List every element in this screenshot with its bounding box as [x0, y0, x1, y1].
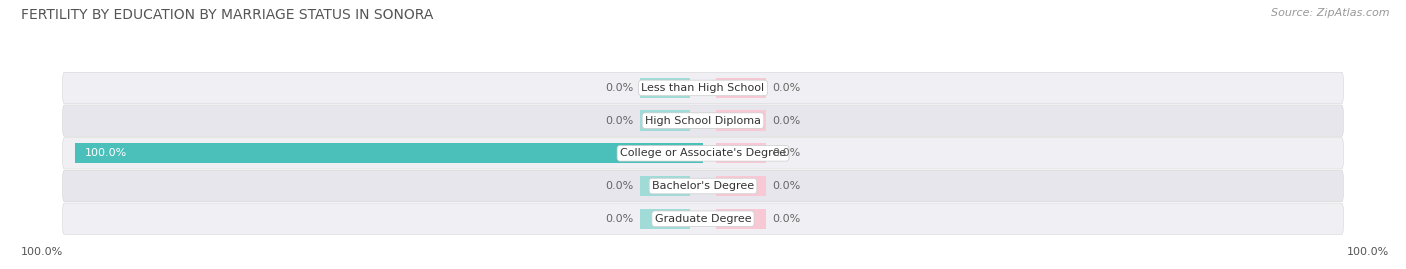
Text: Graduate Degree: Graduate Degree [655, 214, 751, 224]
Text: Source: ZipAtlas.com: Source: ZipAtlas.com [1271, 8, 1389, 18]
Text: 0.0%: 0.0% [606, 83, 634, 93]
Text: 0.0%: 0.0% [772, 148, 800, 158]
FancyBboxPatch shape [62, 138, 1344, 169]
Text: 100.0%: 100.0% [21, 247, 63, 257]
Text: 0.0%: 0.0% [606, 181, 634, 191]
Bar [716, 111, 766, 131]
Bar [716, 208, 766, 229]
FancyBboxPatch shape [62, 203, 1344, 234]
Bar [716, 78, 766, 98]
Text: Less than High School: Less than High School [641, 83, 765, 93]
Bar [640, 176, 690, 196]
Bar [640, 78, 690, 98]
FancyBboxPatch shape [62, 72, 1344, 104]
Text: 0.0%: 0.0% [772, 116, 800, 126]
Text: 0.0%: 0.0% [772, 214, 800, 224]
Text: 0.0%: 0.0% [772, 83, 800, 93]
Bar [75, 143, 703, 164]
Text: 0.0%: 0.0% [606, 116, 634, 126]
Bar [640, 111, 690, 131]
Text: 0.0%: 0.0% [606, 214, 634, 224]
Bar [640, 208, 690, 229]
Text: 0.0%: 0.0% [772, 181, 800, 191]
Text: 100.0%: 100.0% [84, 148, 127, 158]
Text: Bachelor's Degree: Bachelor's Degree [652, 181, 754, 191]
Text: High School Diploma: High School Diploma [645, 116, 761, 126]
Bar [716, 143, 766, 164]
Text: 100.0%: 100.0% [1347, 247, 1389, 257]
FancyBboxPatch shape [62, 105, 1344, 136]
Bar [716, 176, 766, 196]
Text: FERTILITY BY EDUCATION BY MARRIAGE STATUS IN SONORA: FERTILITY BY EDUCATION BY MARRIAGE STATU… [21, 8, 433, 22]
Text: College or Associate's Degree: College or Associate's Degree [620, 148, 786, 158]
FancyBboxPatch shape [62, 170, 1344, 202]
